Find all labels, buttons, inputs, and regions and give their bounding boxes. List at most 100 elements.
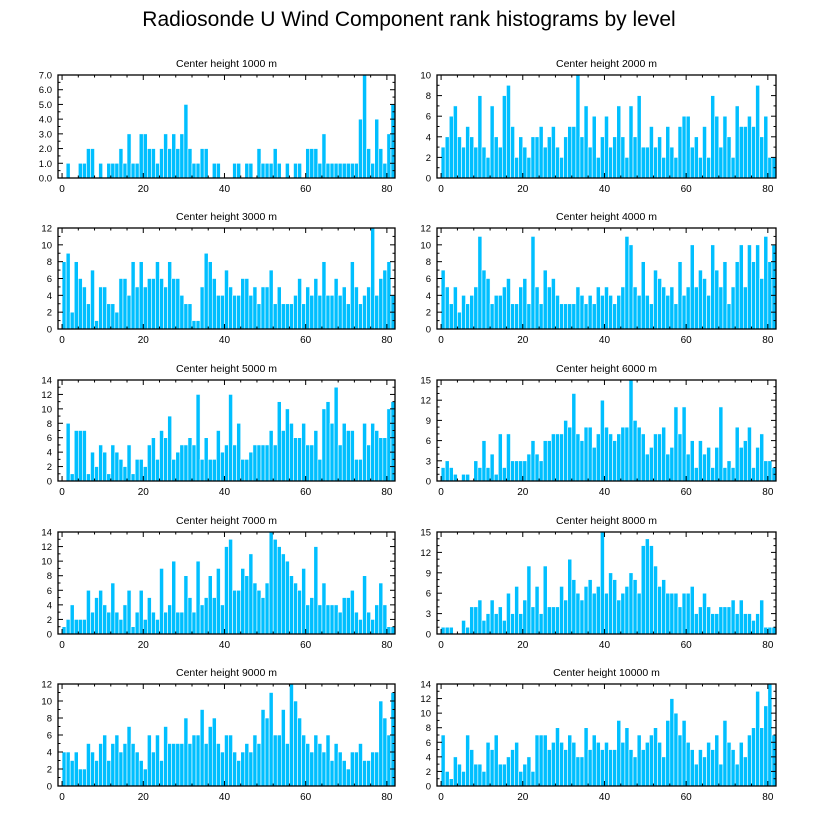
x-tick-label: 0 [438, 640, 444, 651]
bar [457, 311, 462, 330]
bar [559, 303, 564, 330]
bar [600, 136, 605, 179]
panel-title: Center height 10000 m [553, 667, 660, 679]
bar [738, 599, 744, 635]
bar [224, 269, 229, 330]
bar [461, 295, 466, 330]
bar [493, 734, 499, 787]
bar [644, 453, 650, 482]
bar [546, 749, 552, 787]
y-tick-label: 1.0 [39, 159, 52, 170]
bar [293, 295, 298, 330]
bar [522, 763, 528, 787]
bar [191, 611, 197, 635]
bar [106, 473, 112, 482]
bar [224, 546, 229, 635]
x-tick-label: 80 [381, 792, 393, 803]
bar [681, 592, 687, 635]
bar [751, 467, 756, 482]
bar [502, 286, 507, 330]
bar [575, 592, 581, 635]
bar [616, 720, 622, 787]
bar [628, 572, 634, 635]
bar [378, 148, 384, 179]
bar [571, 741, 577, 787]
bar [142, 466, 148, 482]
bar [673, 712, 679, 787]
y-tick-label: 10 [420, 71, 431, 82]
panel-title: Center height 2000 m [556, 58, 657, 70]
x-tick-label: 20 [138, 640, 150, 651]
bar [126, 133, 132, 179]
bar [620, 592, 626, 635]
bar [510, 460, 515, 482]
bar [159, 430, 164, 482]
bar [718, 406, 724, 482]
bar [506, 592, 511, 635]
y-tick-label: 10 [41, 240, 52, 251]
bar [216, 430, 221, 482]
bar [649, 126, 654, 179]
bar [600, 749, 605, 787]
bar [374, 751, 380, 787]
bar [726, 303, 732, 330]
bar [110, 162, 116, 179]
bar [473, 763, 479, 787]
y-tick-label: 4 [47, 291, 52, 302]
bar [228, 286, 233, 330]
bar [163, 437, 168, 482]
bar [309, 751, 315, 787]
bar [620, 136, 626, 179]
bar [86, 473, 91, 482]
bar [591, 303, 597, 330]
x-tick-label: 80 [381, 184, 393, 195]
bar [374, 604, 380, 635]
y-tick-label: 2 [47, 765, 52, 776]
bar [94, 320, 99, 330]
bar [350, 261, 355, 330]
bar [118, 751, 124, 787]
bar [260, 162, 266, 179]
y-tick-label: 14 [41, 528, 52, 539]
histogram-panel-2: Center height 2000 m 0 20 40 60 80 0 2 4 6 8 10 [420, 58, 777, 195]
bar [358, 303, 363, 330]
bar [685, 453, 691, 482]
bar [489, 105, 495, 179]
bar [706, 606, 711, 635]
x-tick-label: 40 [219, 640, 231, 651]
y-tick-label: 12 [420, 396, 431, 407]
bar [632, 420, 638, 482]
bar [616, 105, 622, 179]
y-tick-label: 10 [420, 709, 431, 720]
bar [285, 743, 290, 787]
bar [78, 162, 83, 179]
bar [632, 136, 638, 179]
bar [485, 278, 491, 330]
bar [677, 606, 683, 635]
bar [673, 157, 679, 179]
bar [444, 460, 450, 482]
bar [264, 286, 270, 330]
bar [65, 252, 71, 330]
bar [567, 734, 573, 787]
bar [698, 157, 703, 179]
bar [354, 286, 359, 330]
bar [293, 582, 298, 635]
x-tick-label: 20 [517, 640, 529, 651]
y-tick-label: 15 [420, 528, 431, 539]
bar [591, 592, 597, 635]
bar [636, 734, 642, 787]
y-tick-label: 10 [41, 697, 52, 708]
bar [542, 146, 548, 179]
bar [236, 760, 242, 787]
bar [604, 286, 609, 330]
bar [763, 705, 769, 787]
bar [694, 467, 699, 482]
bar [685, 592, 691, 635]
bar [702, 453, 707, 482]
bar [481, 771, 487, 787]
bar [289, 683, 294, 787]
bar [473, 286, 479, 330]
bar [702, 126, 707, 179]
bar [698, 749, 703, 787]
